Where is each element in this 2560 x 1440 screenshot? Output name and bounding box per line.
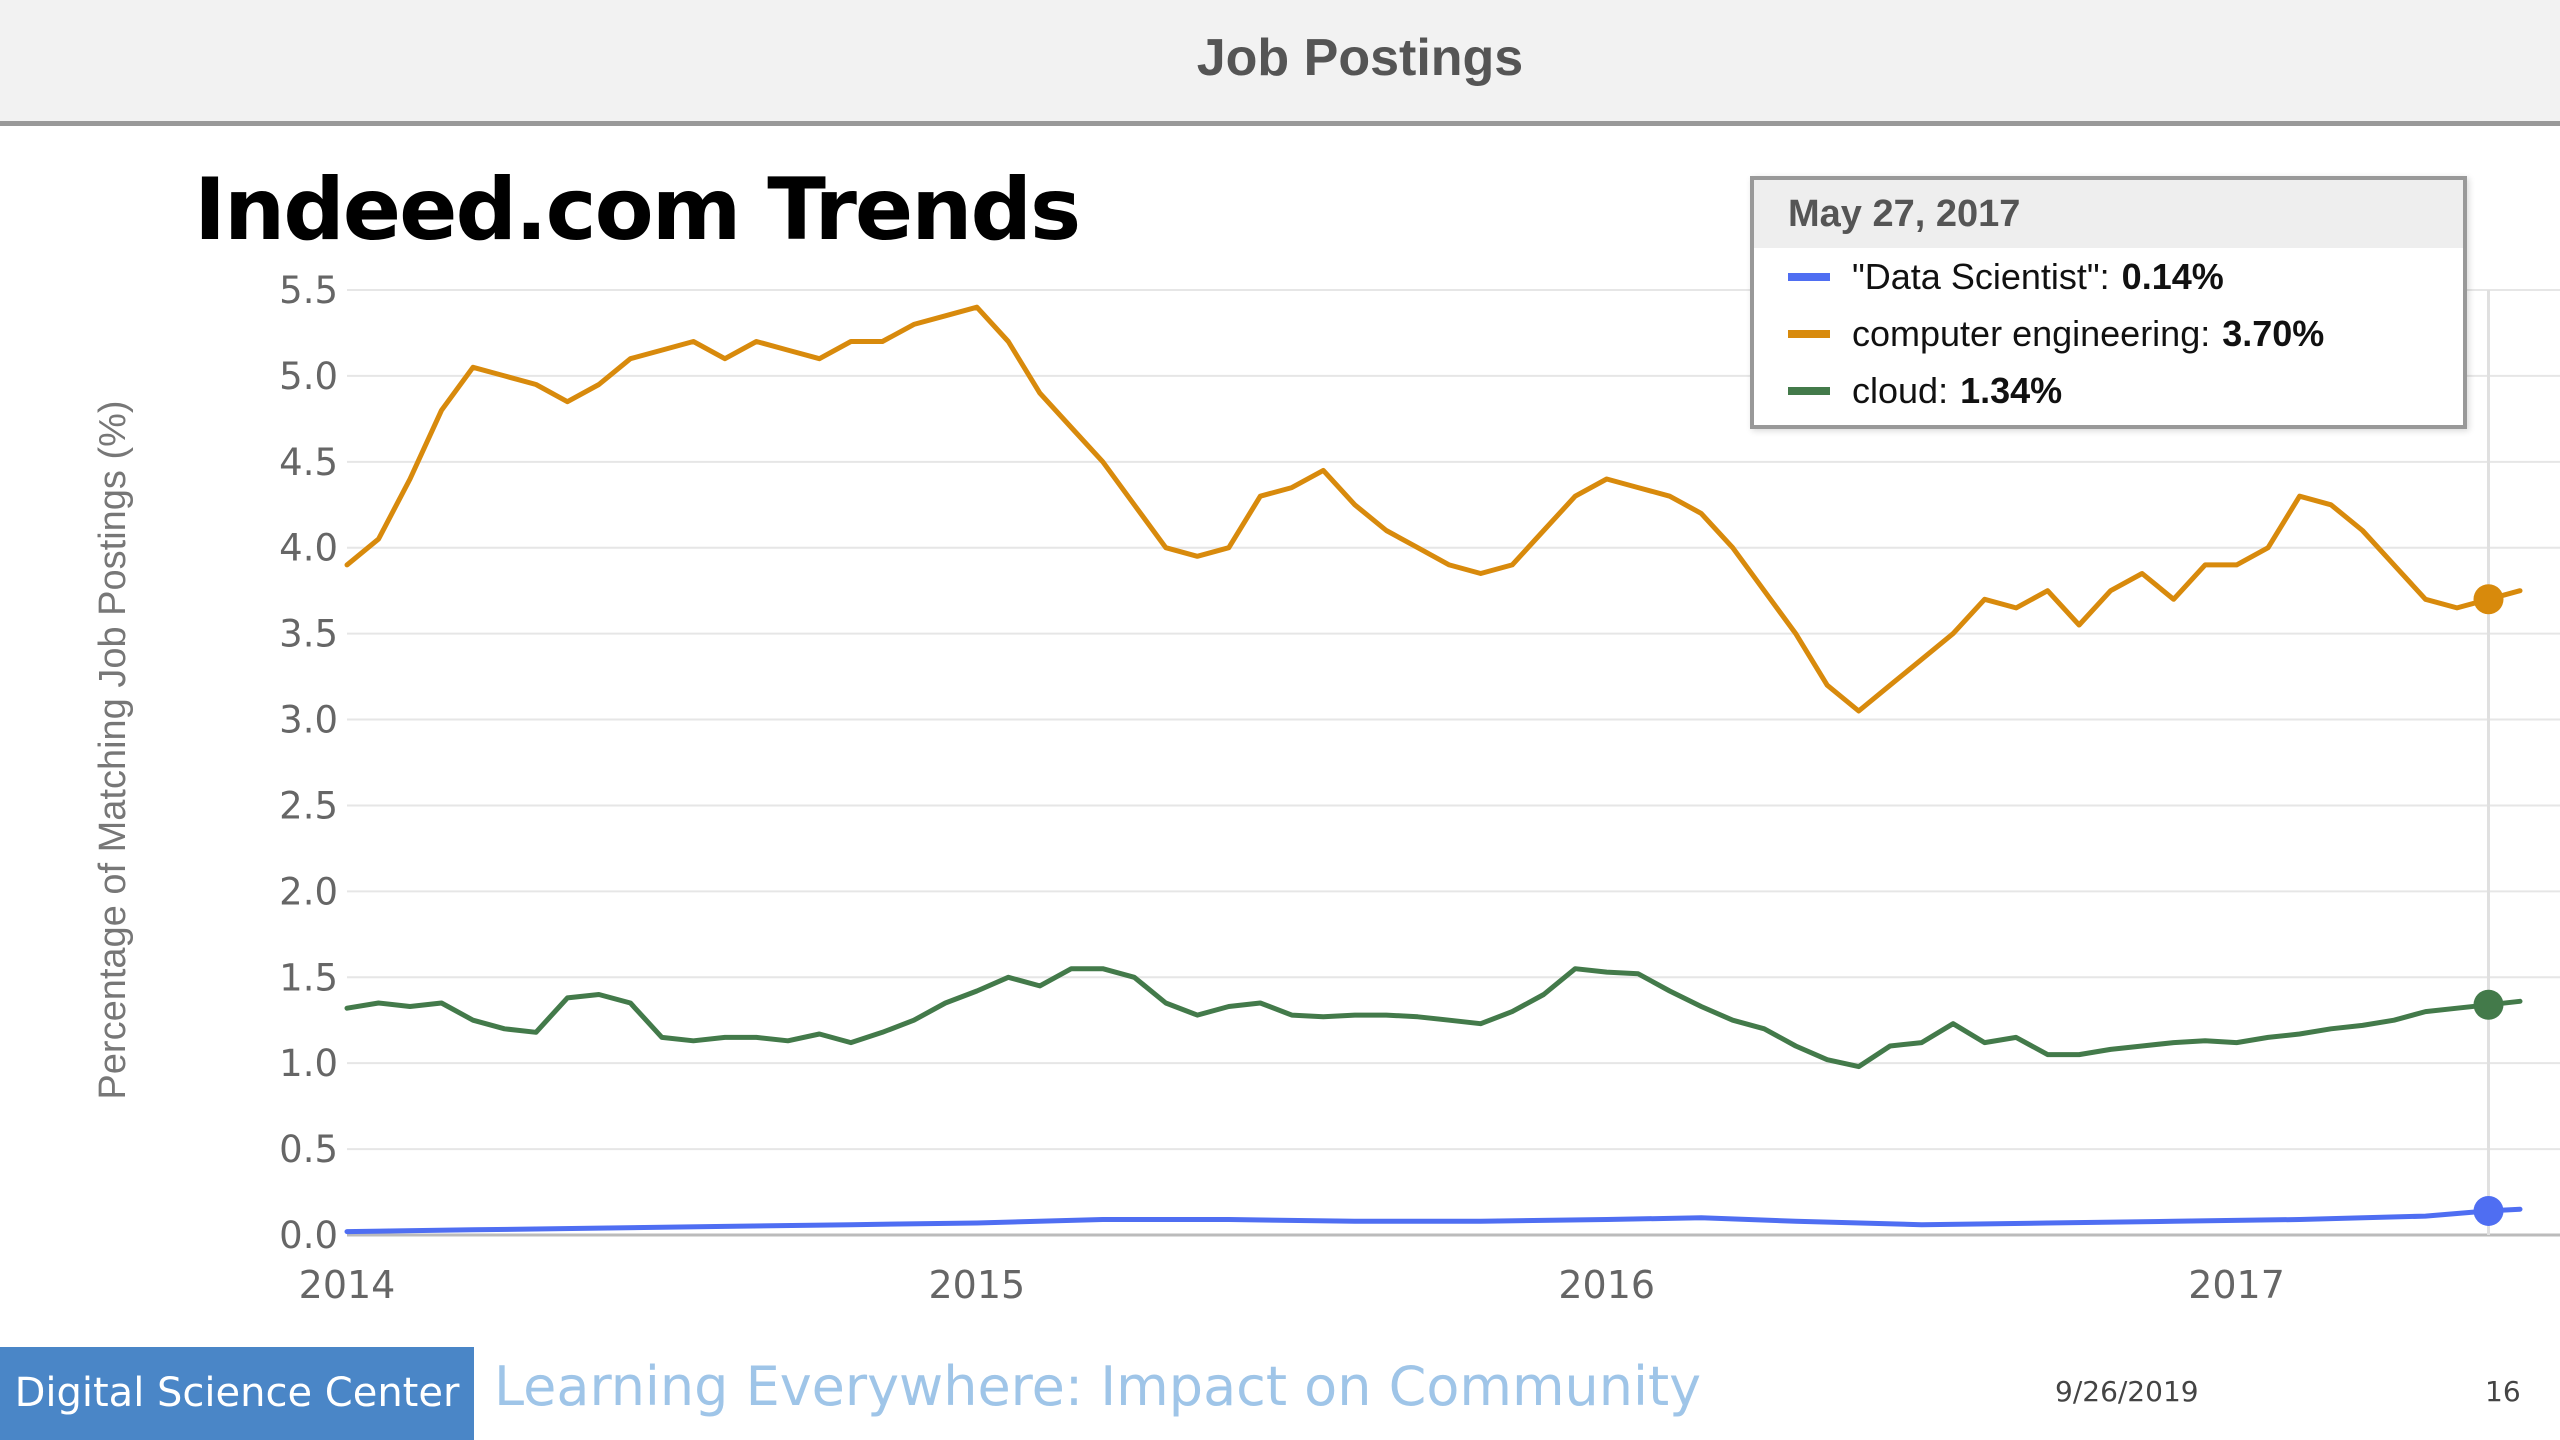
slide-title: Indeed.com Trends — [194, 160, 1081, 260]
y-tick-label: 0.5 — [279, 1128, 338, 1171]
tooltip-row-cloud: cloud: 1.34% — [1754, 362, 2463, 419]
y-tick-label: 1.0 — [279, 1042, 338, 1085]
tooltip-row-computer-engineering: computer engineering: 3.70% — [1754, 305, 2463, 362]
hover-markers — [2473, 584, 2504, 1226]
y-axis-label: Percentage of Matching Job Postings (%) — [92, 400, 134, 1099]
x-tick-label: 2017 — [2188, 1263, 2285, 1307]
header-title: Job Postings — [1196, 29, 1524, 87]
y-tick-label: 5.0 — [279, 355, 338, 398]
series-line-data-scientist — [344, 1206, 2523, 1235]
y-tick-label: 2.0 — [279, 870, 338, 913]
legend-swatch-cloud — [1788, 387, 1830, 395]
footer-page-number: 16 — [2485, 1375, 2521, 1408]
legend-swatch-computer-engineering — [1788, 330, 1830, 338]
gridlines — [347, 289, 2560, 1237]
tooltip-label-computer-engineering: computer engineering: — [1852, 313, 2211, 354]
tooltip-label-data-scientist: "Data Scientist": — [1852, 256, 2110, 297]
hover-point-data-scientist — [2473, 1195, 2504, 1226]
legend-swatch-data-scientist — [1788, 273, 1830, 281]
tooltip-value-computer-engineering: 3.70% — [2222, 313, 2325, 354]
y-tick-label: 1.5 — [279, 956, 338, 999]
y-tick-label: 4.0 — [279, 527, 338, 570]
tooltip-value-cloud: 1.34% — [1960, 370, 2063, 411]
axes: 0.0 0.5 1.0 1.5 2.0 2.5 3.0 3.5 4.0 4.5 5.0 5.5 2014… — [279, 269, 2285, 1307]
series-line-computer-engineering — [344, 304, 2523, 714]
series-lines — [344, 304, 2523, 1235]
y-tick-label: 2.5 — [279, 784, 338, 827]
tooltip-label-cloud: cloud: — [1852, 370, 1949, 411]
y-tick-label: 5.5 — [279, 269, 338, 312]
tooltip-date: May 27, 2017 — [1754, 180, 2463, 248]
tooltip-row-data-scientist: "Data Scientist": 0.14% — [1754, 248, 2463, 305]
tooltip-value-data-scientist: 0.14% — [2121, 256, 2224, 297]
footer-tagline: Learning Everywhere: Impact on Community — [494, 1355, 1702, 1418]
x-tick-label: 2014 — [299, 1263, 396, 1307]
series-line-cloud — [344, 966, 2523, 1070]
header-bar: Job Postings — [0, 0, 2560, 126]
y-tick-label: 3.0 — [279, 699, 338, 742]
hover-point-cloud — [2473, 989, 2504, 1020]
x-tick-label: 2016 — [1558, 1263, 1655, 1307]
x-tick-label: 2015 — [928, 1263, 1025, 1307]
footer-org-label: Digital Science Center — [0, 1347, 474, 1440]
footer-date: 9/26/2019 — [2055, 1375, 2199, 1408]
hover-point-computer-engineering — [2473, 584, 2504, 615]
y-tick-label: 4.5 — [279, 441, 338, 484]
y-tick-label: 0.0 — [279, 1214, 338, 1257]
y-tick-label: 3.5 — [279, 613, 338, 656]
chart-tooltip: May 27, 2017 "Data Scientist": 0.14% comp… — [1750, 176, 2467, 429]
